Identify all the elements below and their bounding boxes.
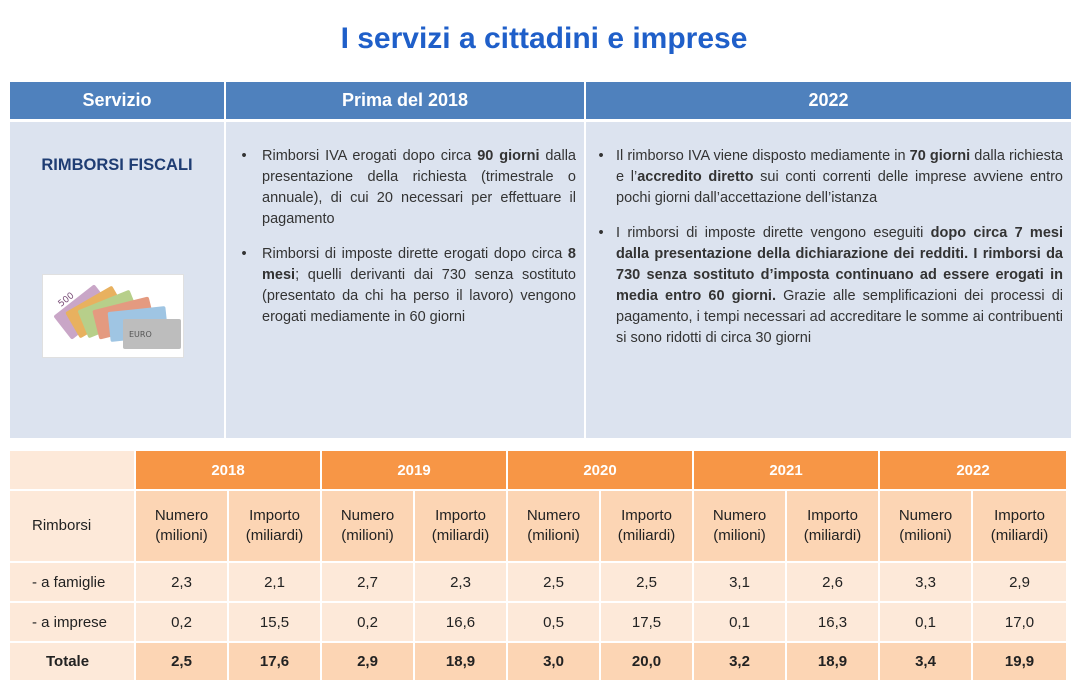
bold-text: accredito diretto bbox=[637, 169, 754, 185]
table-cell: 2,5 bbox=[601, 563, 694, 603]
header-2022: 2022 bbox=[586, 82, 1071, 119]
row-label: - a famiglie bbox=[10, 563, 136, 603]
table-cell: 17,0 bbox=[973, 603, 1066, 643]
sub-header-numero: Numero (milioni) bbox=[136, 491, 229, 563]
before-2018-cell: • Rimborsi IVA erogati dopo circa 90 gio… bbox=[226, 122, 586, 438]
sub-header-importo: Importo (miliardi) bbox=[601, 491, 694, 563]
sub-header-numero: Numero (milioni) bbox=[322, 491, 415, 563]
table-cell: 2,3 bbox=[415, 563, 508, 603]
bullet-dot-icon: • bbox=[598, 225, 604, 241]
text-run: I rimborsi di imposte dirette vengono es… bbox=[616, 225, 931, 241]
services-table-body: RIMBORSI FISCALI 500 EURO bbox=[10, 122, 1071, 438]
table-cell: 16,6 bbox=[415, 603, 508, 643]
header-servizio: Servizio bbox=[10, 82, 226, 119]
table-cell: 0,2 bbox=[136, 603, 229, 643]
bold-text: dopo circa 7 mesi dalla presentazione de… bbox=[616, 225, 1063, 304]
total-cell: 3,4 bbox=[880, 643, 973, 682]
bullet-text: I rimborsi di imposte dirette vengono es… bbox=[616, 223, 1063, 349]
bullet-dot-icon: • bbox=[241, 246, 247, 262]
table-cell: 2,6 bbox=[787, 563, 880, 603]
total-row: Totale 2,5 17,6 2,9 18,9 3,0 20,0 3,2 18… bbox=[10, 643, 1066, 682]
bold-text: 8 mesi bbox=[262, 246, 576, 283]
text-run: Il rimborso IVA viene disposto mediament… bbox=[616, 148, 910, 164]
table-cell: 17,5 bbox=[601, 603, 694, 643]
bullet-text: Rimborsi IVA erogati dopo circa 90 giorn… bbox=[262, 146, 576, 230]
year-2019: 2019 bbox=[322, 451, 508, 491]
table-corner bbox=[10, 451, 136, 491]
total-cell: 19,9 bbox=[973, 643, 1066, 682]
text-run: dalla richiesta e l’ bbox=[616, 148, 1063, 185]
total-cell: 3,0 bbox=[508, 643, 601, 682]
table-cell: 3,3 bbox=[880, 563, 973, 603]
table-cell: 2,7 bbox=[322, 563, 415, 603]
bold-text: 70 giorni bbox=[909, 148, 971, 164]
page-title: I servizi a cittadini e imprese bbox=[340, 22, 748, 55]
year-2022: 2022 bbox=[880, 451, 1066, 491]
sub-header-numero: Numero (milioni) bbox=[508, 491, 601, 563]
bold-text: 90 giorni bbox=[477, 148, 540, 164]
total-cell: 3,2 bbox=[694, 643, 787, 682]
bullet-item: • Rimborsi di imposte dirette erogati do… bbox=[226, 244, 576, 328]
sub-header-row: Rimborsi Numero (milioni) Importo (miliard… bbox=[10, 491, 1066, 563]
table-row: - a famiglie 2,3 2,1 2,7 2,3 2,5 2,5 3,1… bbox=[10, 563, 1066, 603]
service-name: RIMBORSI FISCALI bbox=[41, 156, 193, 174]
total-cell: 20,0 bbox=[601, 643, 694, 682]
table-cell: 2,9 bbox=[973, 563, 1066, 603]
sub-header-numero: Numero (milioni) bbox=[880, 491, 973, 563]
text-run: sui conti correnti delle imprese avviene… bbox=[616, 169, 1063, 206]
sub-header-importo: Importo (miliardi) bbox=[229, 491, 322, 563]
sub-header-importo: Importo (miliardi) bbox=[973, 491, 1066, 563]
text-run: Rimborsi IVA erogati dopo circa bbox=[262, 148, 478, 164]
bullet-dot-icon: • bbox=[241, 148, 247, 164]
table-cell: 0,1 bbox=[880, 603, 973, 643]
header-prima-2018: Prima del 2018 bbox=[226, 82, 586, 119]
table-cell: 0,1 bbox=[694, 603, 787, 643]
table-row: - a imprese 0,2 15,5 0,2 16,6 0,5 17,5 0… bbox=[10, 603, 1066, 643]
row-header-rimborsi: Rimborsi bbox=[10, 491, 136, 563]
table-cell: 3,1 bbox=[694, 563, 787, 603]
refunds-table: 2018 2019 2020 2021 2022 Rimborsi Numero… bbox=[10, 451, 1066, 682]
table-cell: 0,5 bbox=[508, 603, 601, 643]
table-cell: 0,2 bbox=[322, 603, 415, 643]
row-label: - a imprese bbox=[10, 603, 136, 643]
bullet-item: • I rimborsi di imposte dirette vengono … bbox=[586, 223, 1063, 349]
total-cell: 2,5 bbox=[136, 643, 229, 682]
table-cell: 16,3 bbox=[787, 603, 880, 643]
table-cell: 15,5 bbox=[229, 603, 322, 643]
svg-text:EURO: EURO bbox=[129, 330, 152, 339]
bullet-text: Rimborsi di imposte dirette erogati dopo… bbox=[262, 244, 576, 328]
row-label-totale: Totale bbox=[10, 643, 136, 682]
table-cell: 2,3 bbox=[136, 563, 229, 603]
bullet-item: • Rimborsi IVA erogati dopo circa 90 gio… bbox=[226, 146, 576, 230]
text-run: ; quelli derivanti dai 730 senza sostitu… bbox=[262, 267, 576, 325]
y2022-cell: • Il rimborso IVA viene disposto mediame… bbox=[586, 122, 1071, 438]
euro-banknotes-icon: 500 EURO bbox=[42, 274, 184, 358]
total-cell: 18,9 bbox=[415, 643, 508, 682]
table-cell: 2,5 bbox=[508, 563, 601, 603]
year-2021: 2021 bbox=[694, 451, 880, 491]
bullet-text: Il rimborso IVA viene disposto mediament… bbox=[616, 146, 1063, 209]
year-2018: 2018 bbox=[136, 451, 322, 491]
text-run: Rimborsi di imposte dirette erogati dopo… bbox=[262, 246, 568, 262]
total-cell: 18,9 bbox=[787, 643, 880, 682]
before-2018-bullets: • Rimborsi IVA erogati dopo circa 90 gio… bbox=[226, 146, 576, 342]
year-2020: 2020 bbox=[508, 451, 694, 491]
sub-header-importo: Importo (miliardi) bbox=[787, 491, 880, 563]
bullet-dot-icon: • bbox=[598, 148, 604, 164]
service-cell: RIMBORSI FISCALI 500 EURO bbox=[10, 122, 226, 438]
sub-header-numero: Numero (milioni) bbox=[694, 491, 787, 563]
total-cell: 17,6 bbox=[229, 643, 322, 682]
services-table-header: Servizio Prima del 2018 2022 bbox=[10, 82, 1071, 119]
year-header-row: 2018 2019 2020 2021 2022 bbox=[10, 451, 1066, 491]
text-run: dalla presentazione della richiesta (tri… bbox=[262, 148, 576, 227]
text-run: Grazie alle semplificazioni dei processi… bbox=[616, 288, 1063, 346]
sub-header-importo: Importo (miliardi) bbox=[415, 491, 508, 563]
table-cell: 2,1 bbox=[229, 563, 322, 603]
y2022-bullets: • Il rimborso IVA viene disposto mediame… bbox=[586, 146, 1063, 363]
total-cell: 2,9 bbox=[322, 643, 415, 682]
services-comparison-table: Servizio Prima del 2018 2022 RIMBORSI FI… bbox=[10, 82, 1071, 438]
bullet-item: • Il rimborso IVA viene disposto mediame… bbox=[586, 146, 1063, 209]
